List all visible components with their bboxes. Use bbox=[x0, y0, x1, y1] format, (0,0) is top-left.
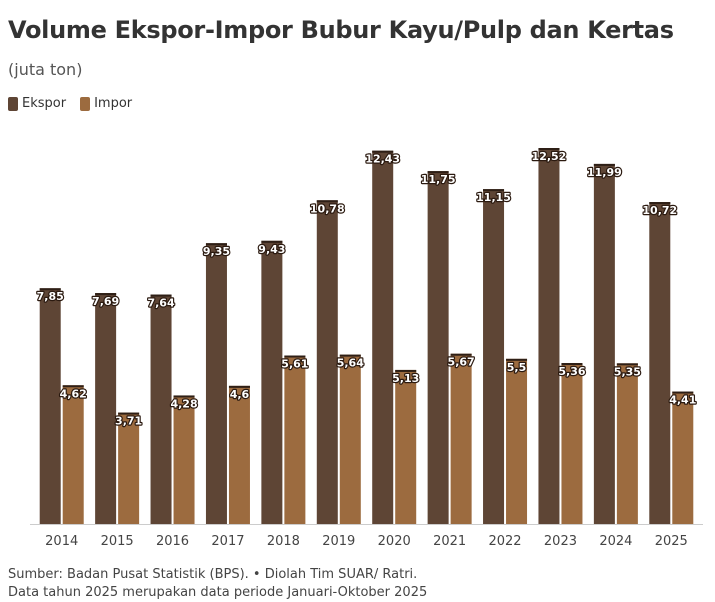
bar-impor-2024 bbox=[616, 363, 638, 524]
bar-impor-2018 bbox=[284, 355, 306, 524]
data-label-ekspor-2023: 12,52 bbox=[532, 150, 567, 163]
bar-cap-impor-2017 bbox=[228, 385, 250, 388]
bar-cap-ekspor-2025 bbox=[649, 202, 671, 205]
bar-impor-2023 bbox=[561, 363, 583, 524]
bar-impor-2022 bbox=[506, 358, 528, 524]
data-label-impor-2015: 3,71 bbox=[115, 415, 142, 428]
x-tick-label-2014: 2014 bbox=[45, 534, 78, 549]
footer: Sumber: Badan Pusat Statistik (BPS). • D… bbox=[8, 566, 427, 602]
x-tick-label-2017: 2017 bbox=[211, 534, 244, 549]
bar-ekspor-2023 bbox=[538, 148, 560, 524]
bar-ekspor-2024 bbox=[593, 163, 615, 524]
bar-cap-ekspor-2020 bbox=[372, 150, 394, 153]
bar-impor-2025 bbox=[672, 391, 694, 524]
bar-ekspor-2019 bbox=[316, 200, 338, 524]
x-tick-label-2025: 2025 bbox=[655, 534, 688, 549]
data-label-ekspor-2025: 10,72 bbox=[642, 204, 677, 217]
legend-label-ekspor: Ekspor bbox=[22, 96, 67, 111]
source-note: Sumber: Badan Pusat Statistik (BPS). • D… bbox=[8, 567, 418, 582]
bar-cap-impor-2021 bbox=[450, 353, 472, 356]
chart-subtitle: (juta ton) bbox=[8, 60, 83, 79]
data-label-impor-2023: 5,36 bbox=[558, 365, 585, 378]
bar-cap-impor-2024 bbox=[616, 363, 638, 366]
bar-cap-ekspor-2023 bbox=[538, 148, 560, 150]
bar-cap-ekspor-2018 bbox=[261, 240, 283, 243]
data-label-impor-2018: 5,61 bbox=[281, 358, 308, 371]
legend-swatch-impor bbox=[80, 96, 91, 111]
bar-cap-ekspor-2017 bbox=[205, 243, 227, 246]
x-tick-label-2015: 2015 bbox=[101, 534, 134, 549]
x-tick-label-2021: 2021 bbox=[433, 534, 466, 549]
bar-impor-2020 bbox=[395, 369, 417, 524]
bar-chart: 7,85 4,62 2014 7,69 3,71 2015 7,64 4,28 2016 9,35… bbox=[30, 148, 703, 549]
data-label-ekspor-2019: 10,78 bbox=[310, 202, 345, 215]
data-label-ekspor-2017: 9,35 bbox=[203, 245, 230, 258]
bar-ekspor-2015 bbox=[95, 293, 117, 524]
bar-cap-ekspor-2021 bbox=[427, 171, 449, 174]
data-label-ekspor-2018: 9,43 bbox=[258, 243, 285, 256]
x-tick-label-2019: 2019 bbox=[322, 534, 355, 549]
bar-cap-impor-2015 bbox=[118, 412, 140, 415]
bar-impor-2016 bbox=[173, 395, 195, 524]
x-tick-label-2020: 2020 bbox=[378, 534, 411, 549]
data-label-ekspor-2021: 11,75 bbox=[421, 173, 456, 186]
bar-ekspor-2016 bbox=[150, 294, 172, 524]
bar-ekspor-2025 bbox=[649, 202, 671, 525]
bar-cap-impor-2014 bbox=[62, 385, 84, 388]
x-tick-label-2016: 2016 bbox=[156, 534, 189, 549]
bar-impor-2015 bbox=[118, 412, 140, 524]
bar-ekspor-2018 bbox=[261, 240, 283, 525]
data-label-impor-2016: 4,28 bbox=[170, 397, 197, 410]
legend-label-impor: Impor bbox=[94, 96, 133, 111]
bar-cap-impor-2022 bbox=[506, 358, 528, 361]
data-label-ekspor-2014: 7,85 bbox=[37, 290, 64, 303]
data-label-ekspor-2020: 12,43 bbox=[365, 153, 400, 166]
bar-impor-2014 bbox=[62, 385, 84, 524]
data-label-impor-2014: 4,62 bbox=[60, 387, 87, 400]
chart-title: Volume Ekspor-Impor Bubur Kayu/Pulp dan … bbox=[8, 16, 674, 44]
bar-cap-ekspor-2019 bbox=[316, 200, 338, 203]
bar-ekspor-2021 bbox=[427, 171, 449, 524]
x-tick-label-2022: 2022 bbox=[488, 534, 521, 549]
bar-impor-2017 bbox=[228, 385, 250, 524]
bar-cap-impor-2018 bbox=[284, 355, 306, 358]
data-label-impor-2024: 5,35 bbox=[614, 365, 641, 378]
bar-ekspor-2017 bbox=[205, 243, 227, 524]
x-tick-label-2018: 2018 bbox=[267, 534, 300, 549]
data-label-impor-2022: 5,5 bbox=[507, 361, 527, 374]
bar-ekspor-2022 bbox=[483, 189, 505, 524]
bar-cap-impor-2025 bbox=[672, 391, 694, 394]
data-label-ekspor-2016: 7,64 bbox=[147, 297, 174, 310]
data-label-ekspor-2024: 11,99 bbox=[587, 166, 622, 179]
bar-impor-2021 bbox=[450, 353, 472, 524]
x-tick-label-2024: 2024 bbox=[599, 534, 632, 549]
bar-impor-2019 bbox=[339, 354, 361, 524]
legend-item-ekspor: Ekspor bbox=[8, 96, 66, 111]
legend-swatch-ekspor bbox=[8, 96, 18, 111]
legend: Ekspor Impor bbox=[8, 96, 132, 111]
x-tick-label-2023: 2023 bbox=[544, 534, 577, 549]
data-label-impor-2021: 5,67 bbox=[448, 356, 475, 369]
data-label-ekspor-2015: 7,69 bbox=[92, 295, 119, 308]
bar-cap-impor-2016 bbox=[173, 395, 195, 398]
data-label-impor-2025: 4,41 bbox=[669, 394, 696, 407]
data-label-impor-2019: 5,64 bbox=[337, 357, 364, 370]
bar-cap-ekspor-2016 bbox=[150, 294, 172, 297]
bar-cap-ekspor-2015 bbox=[95, 293, 117, 296]
bar-cap-ekspor-2022 bbox=[483, 189, 505, 192]
data-label-ekspor-2022: 11,15 bbox=[476, 191, 511, 204]
data-label-impor-2020: 5,13 bbox=[392, 372, 419, 385]
bar-ekspor-2014 bbox=[39, 288, 61, 524]
bar-cap-impor-2020 bbox=[395, 369, 417, 372]
bar-cap-impor-2023 bbox=[561, 363, 583, 366]
period-note: Data tahun 2025 merupakan data periode J… bbox=[8, 585, 428, 600]
bar-cap-impor-2019 bbox=[339, 354, 361, 357]
legend-item-impor: Impor bbox=[80, 96, 132, 111]
data-label-impor-2017: 4,6 bbox=[230, 388, 250, 401]
bar-cap-ekspor-2014 bbox=[39, 288, 61, 291]
bar-cap-ekspor-2024 bbox=[593, 163, 615, 166]
bar-ekspor-2020 bbox=[372, 150, 394, 524]
